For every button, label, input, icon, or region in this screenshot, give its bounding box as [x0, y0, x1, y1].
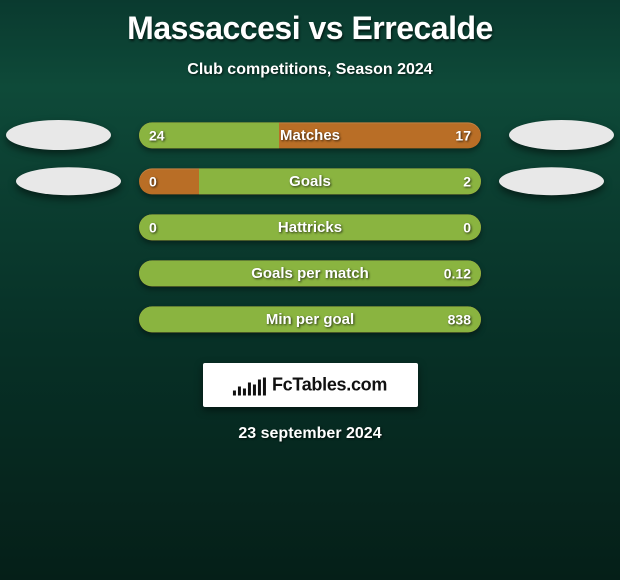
- stat-bar: Goals per match0.12: [139, 260, 481, 286]
- barchart-icon: [233, 378, 266, 396]
- subtitle: Club competitions, Season 2024: [0, 61, 620, 79]
- stats-rows: Matches2417 Goals02 Hattricks00 Goals per m…: [0, 115, 620, 345]
- stat-row: Hattricks00: [0, 207, 620, 253]
- player-right-marker: [509, 120, 614, 150]
- stat-row: Matches2417: [0, 115, 620, 161]
- stat-row: Min per goal838: [0, 299, 620, 345]
- update-date: 23 september 2024: [0, 425, 620, 443]
- player-left-marker: [16, 167, 121, 195]
- stat-bar: Hattricks00: [139, 214, 481, 240]
- stat-value-left: 0: [149, 173, 157, 189]
- stat-bar: Goals02: [139, 168, 481, 194]
- page-title: Massaccesi vs Errecalde: [0, 10, 620, 47]
- stat-bar: Matches2417: [139, 122, 481, 148]
- title-player-right: Errecalde: [351, 10, 492, 46]
- title-vs: vs: [308, 10, 343, 46]
- player-left-marker: [6, 120, 111, 150]
- bar-fill-left: [139, 122, 279, 148]
- stat-row: Goals02: [0, 161, 620, 207]
- title-player-left: Massaccesi: [127, 10, 300, 46]
- stat-row: Goals per match0.12: [0, 253, 620, 299]
- bar-fill-right: [199, 168, 481, 194]
- fctables-logo: FcTables.com: [203, 363, 418, 407]
- stat-value-right: 17: [455, 127, 471, 143]
- bar-fill: [139, 214, 481, 240]
- bar-fill: [139, 260, 481, 286]
- bar-fill: [139, 306, 481, 332]
- stat-bar: Min per goal838: [139, 306, 481, 332]
- logo-text: FcTables.com: [272, 375, 387, 396]
- player-right-marker: [499, 167, 604, 195]
